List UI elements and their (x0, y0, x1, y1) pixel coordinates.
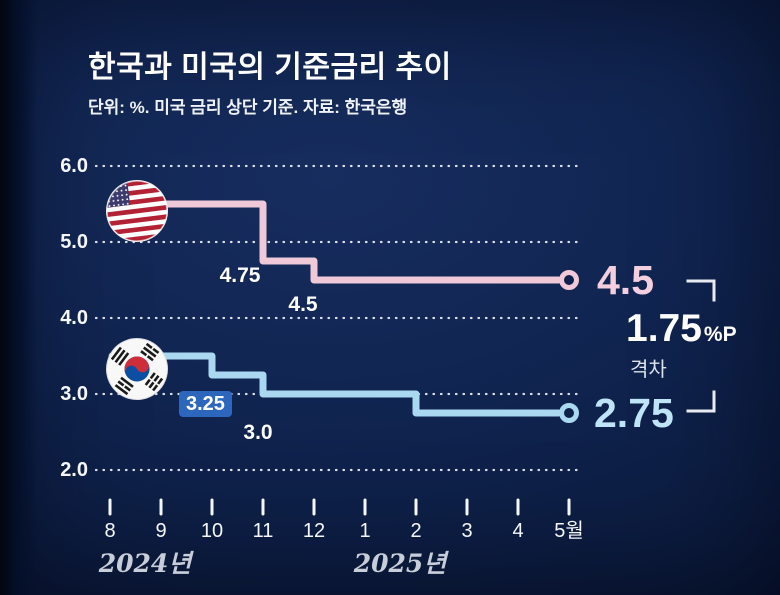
x-axis-label: 2 (410, 520, 422, 542)
x-axis-label: 8 (104, 520, 116, 542)
y-axis-label: 6.0 (60, 155, 88, 177)
year-label-2025: 2025년 (353, 549, 447, 578)
y-axis-label: 5.0 (60, 231, 88, 253)
x-axis-label: 3 (461, 520, 473, 542)
left-shadow-band (0, 0, 38, 595)
x-axis-label: 12 (302, 520, 326, 542)
us-end-label: 4.5 (597, 257, 654, 303)
us-line-end-marker (559, 270, 579, 290)
gap-unit: %P (703, 323, 737, 346)
chart-subtitle: 단위: %. 미국 금리 상단 기준. 자료: 한국은행 (88, 98, 408, 117)
gap-caption: 격차 (630, 359, 667, 381)
x-axis-label: 5월 (554, 520, 584, 542)
us-step-label-45: 4.5 (288, 293, 318, 316)
kr-step-label-30: 3.0 (243, 421, 273, 444)
gap-bracket-top (686, 279, 716, 302)
gridlines (94, 164, 582, 472)
us-step-label-475: 4.75 (219, 264, 261, 287)
kr-rate-line (108, 352, 562, 417)
gap-brackets (686, 279, 716, 413)
y-axis-label: 4.0 (60, 307, 88, 329)
kr-line-end-marker (559, 403, 579, 423)
x-axis-label: 4 (512, 520, 524, 542)
kr-step-label-325-badge: 3.25 (179, 391, 232, 417)
x-axis-ticks (108, 498, 571, 516)
us-flag-icon (103, 177, 171, 245)
kr-flag-icon (106, 338, 168, 400)
page-title: 한국과 미국의 기준금리 추이 (88, 51, 452, 84)
y-axis-label: 3.0 (60, 383, 88, 405)
x-axis-label: 1 (359, 520, 371, 542)
year-label-2024: 2024년 (98, 549, 192, 578)
x-axis-label: 10 (200, 520, 224, 542)
x-axis-label: 9 (155, 520, 167, 542)
gap-value: 1.75 (626, 307, 702, 350)
us-rate-line (108, 200, 562, 284)
kr-end-label: 2.75 (594, 390, 674, 436)
x-axis-label: 11 (252, 520, 274, 542)
gap-annotation: 1.75 %P (626, 307, 737, 351)
kr-step-label-325: 3.25 (179, 391, 232, 417)
y-axis-label: 2.0 (60, 459, 88, 481)
gap-bracket-bottom (686, 390, 716, 413)
